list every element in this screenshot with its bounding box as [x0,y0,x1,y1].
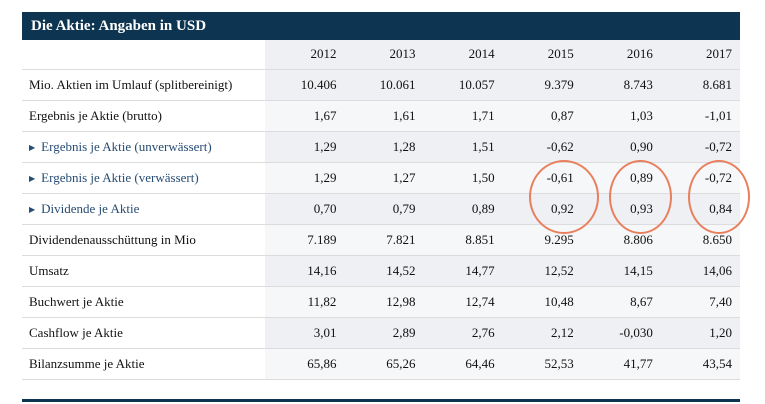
value-cell: 9.379 [502,69,582,101]
row-label-text: Bilanzsumme je Aktie [29,355,145,371]
value-cell: 1,50 [423,162,503,194]
value-cell: 7.189 [265,224,345,256]
value-cell: 2,76 [423,317,503,349]
row-label-text: Dividende je Aktie [41,200,140,216]
value-cell: 0,79 [344,193,424,225]
row-label-link[interactable]: ▶ Dividende je Aktie [22,193,266,225]
value-cell: 0,70 [265,193,345,225]
year-header-row: 2012 2013 2014 2015 2016 2017 [22,40,740,70]
value-cell: 12,98 [344,286,424,318]
value-cell: 14,06 [660,255,740,287]
value-cell: 65,86 [265,348,345,380]
value-cell: 9.295 [502,224,582,256]
value-cell: 52,53 [502,348,582,380]
expand-arrow-icon[interactable]: ▶ [29,142,36,152]
value-cell: 1,29 [265,131,345,163]
value-cell: 1,27 [344,162,424,194]
value-cell: 0,89 [423,193,503,225]
value-cell: 7.821 [344,224,424,256]
row-label: Dividendenausschüttung in Mio [22,224,266,256]
value-cell: 8.851 [423,224,503,256]
value-cell: 0,90 [581,131,661,163]
row-label-text: Mio. Aktien im Umlauf (splitbereinigt) [29,76,233,92]
table-row: ▶ Ergebnis je Aktie (unverwässert) 1,29 1,2… [22,131,740,163]
value-cell: -0,62 [502,131,582,163]
value-cell: 64,46 [423,348,503,380]
year-header: 2014 [423,40,503,70]
row-label: Ergebnis je Aktie (brutto) [22,100,266,132]
table-row: Umsatz 14,16 14,52 14,77 12,52 14,15 14,06 [22,255,740,287]
row-label-text: Ergebnis je Aktie (brutto) [29,107,162,123]
value-cell: 2,89 [344,317,424,349]
value-cell: 3,01 [265,317,345,349]
row-label: Umsatz [22,255,266,287]
value-cell: 43,54 [660,348,740,380]
table-row: Dividendenausschüttung in Mio 7.189 7.821 8… [22,224,740,256]
value-cell: 8.681 [660,69,740,101]
value-cell: 12,74 [423,286,503,318]
row-label: Buchwert je Aktie [22,286,266,318]
row-label: Cashflow je Aktie [22,317,266,349]
row-label-text: Dividendenausschüttung in Mio [29,231,196,247]
value-cell: -0,72 [660,131,740,163]
value-cell: 8,67 [581,286,661,318]
row-label: Bilanzsumme je Aktie [22,348,266,380]
value-cell: 1,51 [423,131,503,163]
row-label: Mio. Aktien im Umlauf (splitbereinigt) [22,69,266,101]
highlight-circle-2015 [529,160,599,234]
row-label-link[interactable]: ▶ Ergebnis je Aktie (verwässert) [22,162,266,194]
highlight-circle-2016 [609,160,672,234]
value-cell: -0,030 [581,317,661,349]
value-cell: 8.650 [660,224,740,256]
value-cell: 1,28 [344,131,424,163]
value-cell: 11,82 [265,286,345,318]
value-cell: 12,52 [502,255,582,287]
stock-data-panel: Die Aktie: Angaben in USD 2012 2013 2014… [22,12,740,380]
value-cell: 10,48 [502,286,582,318]
value-cell: 10.057 [423,69,503,101]
stock-data-table: 2012 2013 2014 2015 2016 2017 Mio. Aktie… [22,40,740,380]
year-header: 2015 [502,40,582,70]
footer-bar [22,399,740,402]
value-cell: 1,67 [265,100,345,132]
year-header: 2017 [660,40,740,70]
value-cell: 7,40 [660,286,740,318]
expand-arrow-icon[interactable]: ▶ [29,204,36,214]
panel-title: Die Aktie: Angaben in USD [22,12,740,40]
value-cell: 10.406 [265,69,345,101]
row-label-text: Ergebnis je Aktie (verwässert) [41,169,199,185]
value-cell: 14,77 [423,255,503,287]
value-cell: 41,77 [581,348,661,380]
year-header: 2013 [344,40,424,70]
table-row: Ergebnis je Aktie (brutto) 1,67 1,61 1,71 0,… [22,100,740,132]
year-header: 2012 [265,40,345,70]
value-cell: 10.061 [344,69,424,101]
value-cell: 1,03 [581,100,661,132]
table-row: Bilanzsumme je Aktie 65,86 65,26 64,46 52,53… [22,348,740,380]
label-column-header [22,40,266,70]
value-cell: 1,61 [344,100,424,132]
value-cell: 1,20 [660,317,740,349]
value-cell: 8.743 [581,69,661,101]
value-cell: 2,12 [502,317,582,349]
expand-arrow-icon[interactable]: ▶ [29,173,36,183]
value-cell: 1,71 [423,100,503,132]
value-cell: 1,29 [265,162,345,194]
row-label-link[interactable]: ▶ Ergebnis je Aktie (unverwässert) [22,131,266,163]
table-row: Cashflow je Aktie 3,01 2,89 2,76 2,12 -0,030 1… [22,317,740,349]
value-cell: 0,87 [502,100,582,132]
value-cell: 14,52 [344,255,424,287]
value-cell: 65,26 [344,348,424,380]
value-cell: -1,01 [660,100,740,132]
value-cell: 14,15 [581,255,661,287]
highlight-circle-2017 [688,160,750,234]
table-row: Buchwert je Aktie 11,82 12,98 12,74 10,48 8,6… [22,286,740,318]
row-label-text: Ergebnis je Aktie (unverwässert) [41,138,212,154]
value-cell: 14,16 [265,255,345,287]
row-label-text: Buchwert je Aktie [29,293,124,309]
row-label-text: Cashflow je Aktie [29,324,123,340]
table-row: Mio. Aktien im Umlauf (splitbereinigt) 10… [22,69,740,101]
row-label-text: Umsatz [29,262,69,278]
year-header: 2016 [581,40,661,70]
